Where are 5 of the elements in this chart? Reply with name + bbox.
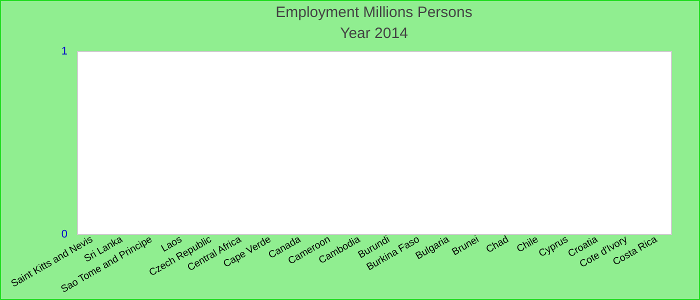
x-tick-label: Chad — [484, 234, 511, 256]
y-tick-label: 1 — [61, 46, 68, 58]
chart-title: Employment Millions Persons — [276, 4, 472, 21]
y-tick-label: 0 — [61, 228, 68, 240]
chart-subtitle: Year 2014 — [340, 25, 408, 42]
